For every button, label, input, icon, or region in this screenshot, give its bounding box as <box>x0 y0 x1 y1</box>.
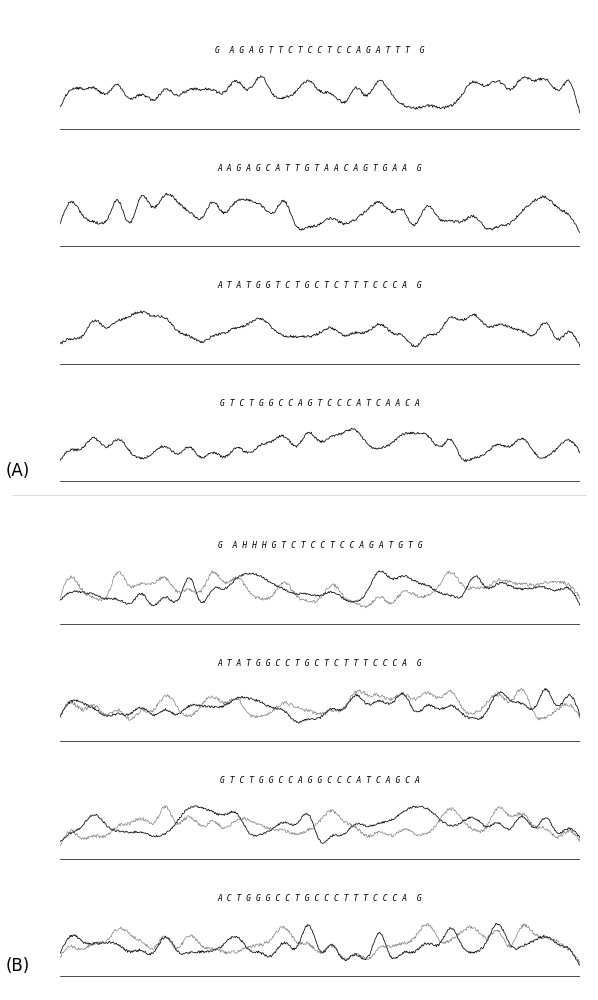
Text: G  A G A G T T C T C C T C C A G A T T T  G: G A G A G T T C T C C T C C A G A T T T … <box>215 46 425 55</box>
Text: H03SGPOS_SGP03-F_TSS20200915-0731-1525_D03 Fragment bases #120-140: H03SGPOS_SGP03-F_TSS20200915-0731-1525_D… <box>217 868 423 873</box>
Text: G T C T : G G C C A G T C C C A T C A A C A: G T C T : G G C C A G T C C C A T C A A … <box>215 384 425 393</box>
Text: A T A T G G T C T G C T C T T T C C C A  G: A T A T G G T C T G C T C T T T C C C A … <box>218 281 422 290</box>
Text: F03SGPOS_SGP03-F_TSS20200915-0731-1525_B03 Fragment bases #110-130: F03SGPOS_SGP03-F_TSS20200915-0731-1525_B… <box>217 633 423 638</box>
Text: A T A T G G T C T G C T C T T T C : C C A  G: A T A T G G T C T G C T C T T T C : C C … <box>213 267 427 276</box>
Text: (B): (B) <box>6 957 30 975</box>
Text: A T A T G G C C T G C T C T T T C : C C A  G: A T A T G G C C T G C T C T T T C : C C … <box>213 644 427 653</box>
Text: G T C T G G C C A G T C C C A T C A A C A: G T C T G G C C A G T C C C A T C A A C … <box>220 399 420 408</box>
Text: G T C T : G G C C A G G C C C A T C A G C A: G T C T : G G C C A G G C C C A T C A G … <box>215 762 425 771</box>
Text: G03SGPOS_SGP03-F_TSS20200915-0731-1525_C03 Fragment bases #120-140: G03SGPOS_SGP03-F_TSS20200915-0731-1525_C… <box>217 750 423 756</box>
Text: G  A H H H G T C T C C T C C A G A T G T G: G A H H H G T C T C C T C C A G A T G T … <box>218 541 422 550</box>
Text: E03SGPOS_SGP03-F_TSS20200915-0731-1525_A03 Fragment bases #122-142: E03SGPOS_SGP03-F_TSS20200915-0731-1525_A… <box>217 515 423 521</box>
Text: A T A T G G C C T G C T C T T T C C C A  G: A T A T G G C C T G C T C T T T C C C A … <box>218 659 422 668</box>
Text: G  A A A : A G T C T C C T C C A G A T G T G: G A A A : A G T C T C C T C C A G A T G … <box>213 527 427 536</box>
Text: G T C T G G C C A G G C C C A T C A G C A: G T C T G G C C A G G C C C A T C A G C … <box>220 776 420 785</box>
Text: A A G A G C A T T G T A A C A G T G A A  G: A A G A G C A T T G T A A C A G T G A A … <box>218 164 422 173</box>
Text: A C T G G G C C T G C C C T T T C : C C A  G: A C T G G G C C T G C C C T T T C : C C … <box>213 879 427 888</box>
Text: A03SGPOS_SGP03-F_TSS20200915-0731-1525_E02 Fragment bases #120-140: A03SGPOS_SGP03-F_TSS20200915-0731-1525_E… <box>217 20 423 26</box>
Text: A A G A G C A T T G T A A C A G T : G A A  G: A A G A G C A T T G T A A C A G T : G A … <box>213 149 427 158</box>
Text: A C T G G G C C T G C C C T T T C C C A  G: A C T G G G C C T G C C C T T T C C C A … <box>218 894 422 903</box>
Text: B03SGPOS_SGP03-F_TSS20200915-0731-1525_F02 Fragment bases #121-141: B03SGPOS_SGP03-F_TSS20200915-0731-1525_F… <box>217 138 423 143</box>
Text: D03SGPOS_SGP03-F_TSS20200915-0731-1525_H02 Fragment bases #121-141: D03SGPOS_SGP03-F_TSS20200915-0731-1525_H… <box>217 373 423 378</box>
Text: (A): (A) <box>6 462 30 480</box>
Text: C03SGPOS_SGP03-F_TSS20200915-0731-1525_G02 Fragment bases #121-141: C03SGPOS_SGP03-F_TSS20200915-0731-1525_G… <box>217 255 423 261</box>
Text: G  A G A : G T T C T C C T C C A G A T T T  G: G A G A : G T T C T C C T C C A G A T T … <box>210 32 429 41</box>
